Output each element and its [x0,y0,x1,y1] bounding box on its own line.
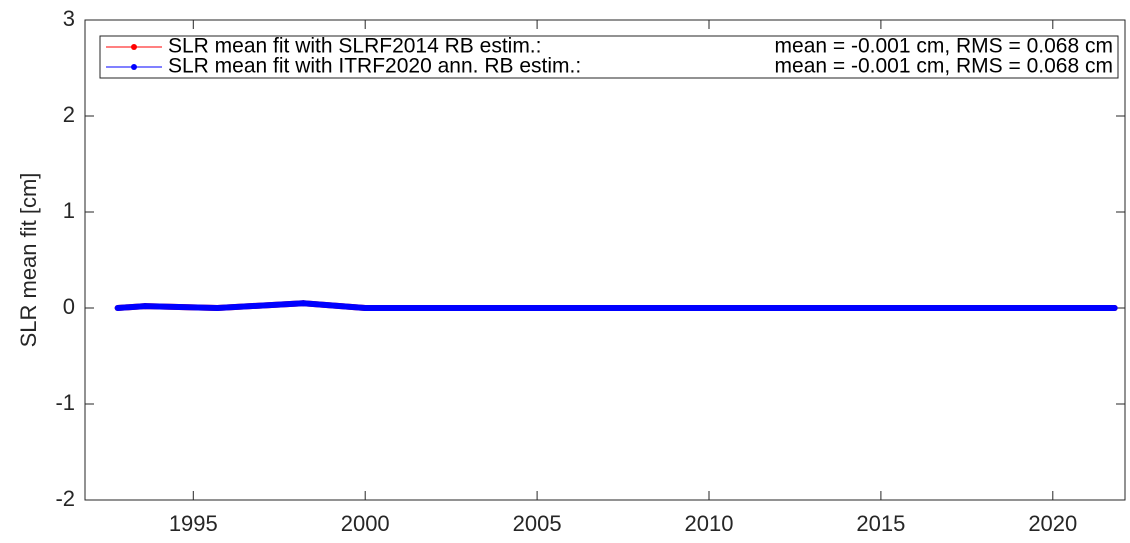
y-axis-label: SLR mean fit [cm] [16,173,41,348]
series-line [117,300,1115,312]
legend-stats: mean = -0.001 cm, RMS = 0.068 cm [775,35,1113,58]
x-tick-label: 2000 [341,511,390,536]
x-tick-label: 2010 [685,511,734,536]
legend-stats: mean = -0.001 cm, RMS = 0.068 cm [775,55,1113,78]
legend-label: SLR mean fit with ITRF2020 ann. RB estim… [168,55,581,78]
marker [362,305,369,311]
marker [1111,305,1118,311]
marker [142,303,149,310]
y-tick-label: 2 [63,102,75,127]
legend-label: SLR mean fit with SLRF2014 RB estim.: [168,35,541,58]
x-tick-label: 2015 [856,511,905,536]
marker [534,305,541,311]
plot-area [84,19,1126,501]
legend-marker [131,64,137,70]
y-tick-label: 1 [63,198,75,223]
y-tick-label: -1 [55,390,75,415]
legend-box [99,35,1119,79]
marker [114,305,121,311]
y-tick-label: 3 [63,6,75,31]
x-tick-label: 2020 [1028,511,1077,536]
marker [214,305,221,311]
marker [877,305,884,311]
x-tick-label: 1995 [169,511,218,536]
x-tick-label: 2005 [513,511,562,536]
y-tick-label: -2 [55,486,75,511]
legend: SLR mean fit with SLRF2014 RB estim.: mea… [99,35,1119,79]
marker [706,305,712,311]
y-tick-label: 0 [63,294,75,319]
legend-marker [131,44,137,50]
marker [1049,305,1056,311]
marker [300,300,307,307]
